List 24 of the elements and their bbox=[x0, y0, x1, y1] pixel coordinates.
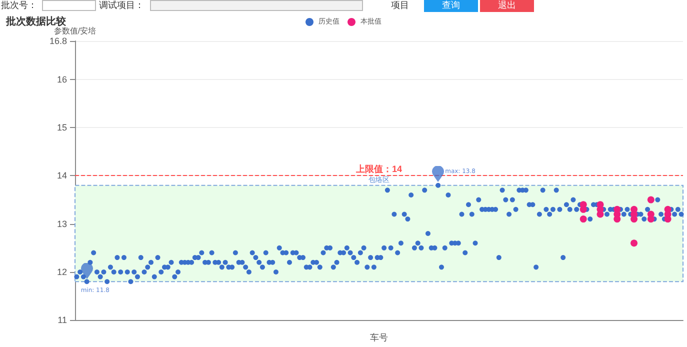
y-tick-label: 16 bbox=[56, 74, 67, 84]
point bbox=[630, 240, 638, 247]
chart-title: 批次数据比较 bbox=[5, 16, 67, 28]
point bbox=[630, 216, 638, 223]
text: 调试项目： bbox=[99, 0, 144, 12]
y-axis-title: 参数值/安培 bbox=[54, 26, 96, 36]
y-tick-label: 14 bbox=[56, 170, 67, 181]
point bbox=[647, 196, 654, 204]
point bbox=[596, 210, 604, 218]
text: 批次号： bbox=[1, 0, 37, 12]
ref-line-label: 上限值：14 bbox=[354, 164, 402, 174]
y-tick-label: 13 bbox=[56, 218, 67, 229]
point bbox=[647, 216, 654, 223]
text: 退出 bbox=[480, 0, 534, 12]
y-tick-label: 11 bbox=[58, 315, 67, 326]
y-tick-label: 15 bbox=[56, 122, 67, 133]
text: 查询 bbox=[424, 0, 478, 12]
x-axis-title: 车号 bbox=[370, 332, 388, 342]
point bbox=[664, 216, 672, 223]
y-tick-label: 16.8 bbox=[49, 36, 67, 46]
y-tick-label: 12 bbox=[56, 266, 67, 277]
text: 项目 bbox=[370, 0, 430, 12]
point bbox=[614, 216, 621, 223]
point bbox=[580, 216, 587, 223]
